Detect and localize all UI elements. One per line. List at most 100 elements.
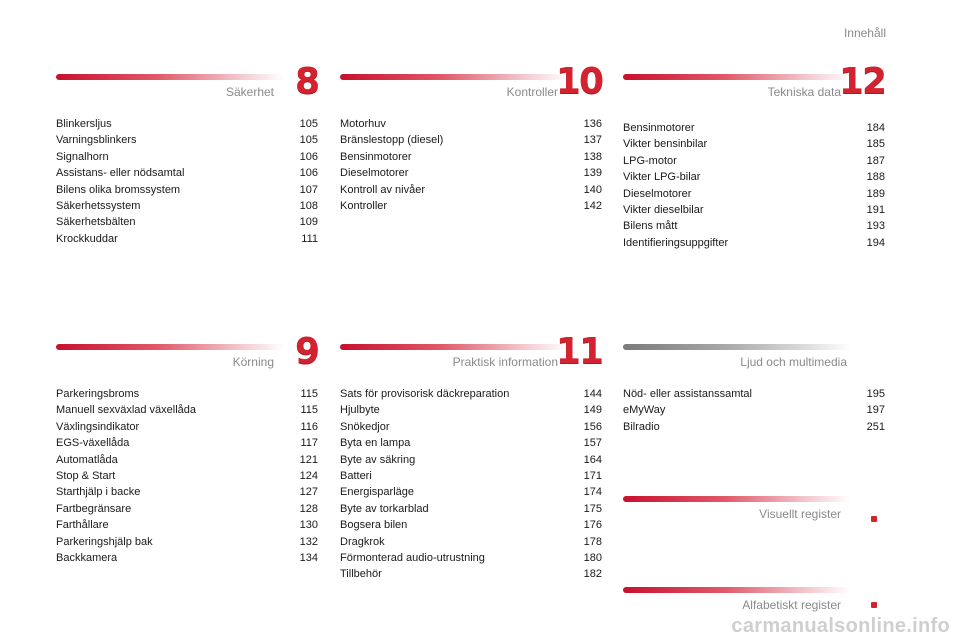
section-header: Alfabetiskt register bbox=[623, 587, 885, 627]
toc-entry-page: 182 bbox=[583, 568, 602, 581]
toc-entry[interactable]: Starthjälp i backe 127 bbox=[56, 484, 318, 500]
toc-entry[interactable]: Manuell sexväxlad växellåda 115 bbox=[56, 402, 318, 418]
toc-entry-page: 178 bbox=[583, 535, 602, 548]
section-title[interactable]: Praktisk information bbox=[452, 355, 558, 369]
section-title[interactable]: Tekniska data bbox=[767, 85, 841, 99]
toc-entry[interactable]: Bränslestopp (diesel) 137 bbox=[340, 132, 602, 148]
toc-entry[interactable]: Fartbegränsare 128 bbox=[56, 501, 318, 517]
toc-entry[interactable]: Bensinmotorer 184 bbox=[623, 120, 885, 136]
toc-entry[interactable]: Parkeringshjälp bak 132 bbox=[56, 534, 318, 550]
toc-entry-page: 142 bbox=[583, 199, 602, 212]
toc-entry[interactable]: Motorhuv 136 bbox=[340, 116, 602, 132]
toc-entry-page: 191 bbox=[866, 203, 885, 216]
toc-entry-page: 193 bbox=[866, 220, 885, 233]
toc-entry[interactable]: Byte av säkring 164 bbox=[340, 452, 602, 468]
toc-entry[interactable]: Farthållare 130 bbox=[56, 517, 318, 533]
toc-entry-label: Dieselmotorer bbox=[623, 187, 692, 200]
toc-entry[interactable]: Säkerhetssystem 108 bbox=[56, 198, 318, 214]
toc-entry-page: 194 bbox=[866, 236, 885, 249]
toc-entry-label: Kontroller bbox=[340, 199, 388, 212]
section-number: 8 bbox=[294, 61, 320, 102]
section-header: Praktisk information 11 bbox=[340, 332, 604, 384]
toc-entry[interactable]: Energisparläge 174 bbox=[340, 484, 602, 500]
toc-entry[interactable]: EGS-växellåda 117 bbox=[56, 435, 318, 451]
toc-entry-page: 137 bbox=[583, 134, 602, 147]
section-bar bbox=[623, 496, 851, 502]
toc-entry[interactable]: Vikter bensinbilar 185 bbox=[623, 136, 885, 152]
toc-entry-page: 138 bbox=[583, 150, 602, 163]
toc-entry[interactable]: Kontroller 142 bbox=[340, 198, 602, 214]
toc-entry-page: 107 bbox=[299, 183, 318, 196]
section-praktisk-information: Praktisk information 11 Sats för proviso… bbox=[340, 332, 604, 583]
toc-entry-label: Parkeringsbroms bbox=[56, 388, 140, 400]
toc-entry[interactable]: Kontroll av nivåer 140 bbox=[340, 182, 602, 198]
toc-entry[interactable]: Bogsera bilen 176 bbox=[340, 517, 602, 533]
toc-entry-page: 189 bbox=[866, 187, 885, 200]
toc-entry-label: Automatlåda bbox=[56, 453, 118, 466]
toc-entry[interactable]: Vikter dieselbilar 191 bbox=[623, 202, 885, 218]
toc-entry[interactable]: Varningsblinkers 105 bbox=[56, 132, 318, 148]
toc-entry-label: Säkerhetsbälten bbox=[56, 216, 136, 229]
section-visuellt-register: Visuellt register bbox=[623, 496, 885, 536]
toc-entry[interactable]: Bilens olika bromssystem 107 bbox=[56, 182, 318, 198]
toc-entry-page: 116 bbox=[300, 420, 318, 433]
toc-entry[interactable]: Stop & Start 124 bbox=[56, 468, 318, 484]
toc-entry[interactable]: Blinkersljus 105 bbox=[56, 116, 318, 132]
toc-entry[interactable]: Signalhorn 106 bbox=[56, 149, 318, 165]
toc-entry[interactable]: Dieselmotorer 139 bbox=[340, 165, 602, 181]
toc-entry-label: Tillbehör bbox=[340, 568, 382, 581]
toc-entry[interactable]: Byta en lampa 157 bbox=[340, 435, 602, 451]
toc-entry[interactable]: Snökedjor 156 bbox=[340, 419, 602, 435]
toc-entry[interactable]: Dragkrok 178 bbox=[340, 534, 602, 550]
toc-entry[interactable]: eMyWay 197 bbox=[623, 402, 885, 418]
toc-entry[interactable]: Nöd- eller assistanssamtal 195 bbox=[623, 386, 885, 402]
toc-entry[interactable]: Tillbehör 182 bbox=[340, 566, 602, 582]
toc-entry[interactable]: Byte av torkarblad 175 bbox=[340, 501, 602, 517]
section-title[interactable]: Säkerhet bbox=[225, 85, 274, 99]
toc-entry-page: 176 bbox=[583, 519, 602, 532]
toc-entry[interactable]: Parkeringsbroms 115 bbox=[56, 386, 318, 402]
toc-entry[interactable]: Bensinmotorer 138 bbox=[340, 149, 602, 165]
toc-entry[interactable]: Assistans- eller nödsamtal 106 bbox=[56, 165, 318, 181]
toc-entry-page: 187 bbox=[866, 154, 885, 167]
toc-entry-label: LPG-motor bbox=[623, 154, 677, 167]
section-title[interactable]: Kontroller bbox=[506, 85, 558, 99]
toc-entry[interactable]: Vikter LPG-bilar 188 bbox=[623, 169, 885, 185]
section-title[interactable]: Alfabetiskt register bbox=[742, 598, 841, 612]
toc-entry[interactable]: Batteri 171 bbox=[340, 468, 602, 484]
section-title[interactable]: Visuellt register bbox=[759, 507, 841, 521]
toc-entry[interactable]: Automatlåda 121 bbox=[56, 452, 318, 468]
section-header: Kontroller 10 bbox=[340, 62, 604, 114]
toc-entry[interactable]: Dieselmotorer 189 bbox=[623, 186, 885, 202]
toc-list: Bensinmotorer 184 Vikter bensinbilar 185 LPG… bbox=[623, 120, 885, 251]
toc-entry-label: Byta en lampa bbox=[340, 437, 411, 450]
toc-entry-label: Bogsera bilen bbox=[340, 519, 408, 532]
section-header: Tekniska data 12 bbox=[623, 62, 887, 114]
toc-entry-label: Kontroll av nivåer bbox=[340, 183, 425, 196]
toc-entry-page: 134 bbox=[299, 551, 318, 564]
toc-entry-page: 111 bbox=[301, 232, 318, 245]
toc-list: Blinkersljus 105 Varningsblinkers 105 Signal… bbox=[56, 116, 318, 247]
toc-entry-label: Vikter dieselbilar bbox=[623, 203, 704, 216]
section-marker bbox=[871, 516, 877, 522]
section-title[interactable]: Körning bbox=[232, 355, 274, 369]
section-title[interactable]: Ljud och multimedia bbox=[740, 355, 847, 369]
toc-entry[interactable]: Växlingsindikator 116 bbox=[56, 419, 318, 435]
section-bar bbox=[56, 74, 284, 80]
toc-entry[interactable]: Förmonterad audio-utrustning 180 bbox=[340, 550, 602, 566]
toc-entry[interactable]: Identifieringsuppgifter 194 bbox=[623, 235, 885, 251]
toc-entry-label: Snökedjor bbox=[340, 420, 390, 433]
toc-entry-label: Assistans- eller nödsamtal bbox=[56, 167, 185, 180]
toc-entry[interactable]: Krockkuddar 111 bbox=[56, 231, 318, 247]
toc-entry[interactable]: Bilens mått 193 bbox=[623, 218, 885, 234]
toc-entry-label: eMyWay bbox=[623, 404, 666, 417]
toc-entry[interactable]: LPG-motor 187 bbox=[623, 153, 885, 169]
toc-entry[interactable]: Hjulbyte 149 bbox=[340, 402, 602, 418]
toc-entry-label: Bilradio bbox=[623, 420, 660, 433]
toc-entry[interactable]: Backkamera 134 bbox=[56, 550, 318, 566]
section-number: 12 bbox=[838, 61, 887, 102]
toc-entry[interactable]: Bilradio 251 bbox=[623, 419, 885, 435]
toc-entry[interactable]: Sats för provisorisk däckreparation 144 bbox=[340, 386, 602, 402]
toc-entry[interactable]: Säkerhetsbälten 109 bbox=[56, 214, 318, 230]
toc-entry-page: 175 bbox=[583, 502, 602, 515]
